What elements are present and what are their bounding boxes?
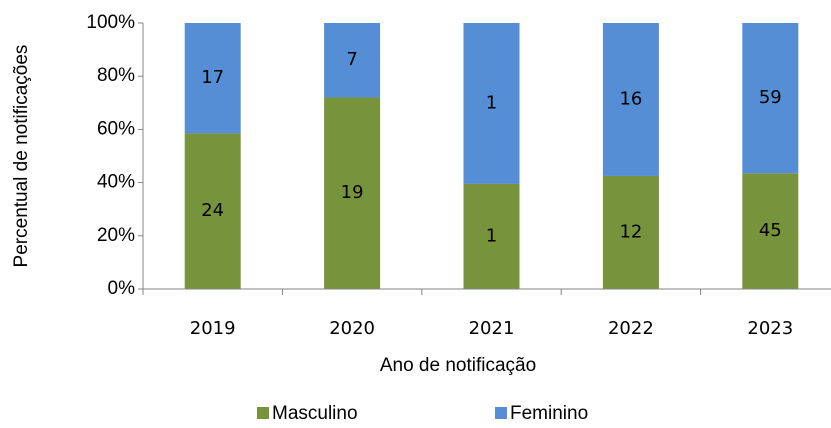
count-label: 17 [201, 67, 224, 88]
x-axis-title: Ano de notificação [380, 355, 536, 376]
bar-segment [184, 133, 241, 289]
bar-segment [463, 23, 520, 184]
legend-swatch [495, 407, 507, 419]
count-label: 19 [341, 182, 364, 203]
y-tick-label: 0% [108, 278, 136, 299]
count-label: 12 [619, 221, 642, 242]
bar-segment [463, 183, 520, 289]
y-axis-title: Percentual de notificações [11, 45, 32, 268]
legend-swatch [257, 407, 269, 419]
count-label: 1 [486, 92, 497, 113]
count-label: 1 [486, 225, 497, 246]
count-label: 24 [201, 200, 224, 221]
legend-label: Masculino [272, 403, 358, 424]
x-tick-label: 2021 [469, 318, 515, 339]
bar-segment [184, 23, 241, 134]
bar-segment [324, 23, 381, 98]
bar-segment [742, 23, 799, 174]
bar-segment [602, 23, 659, 176]
x-tick-label: 2020 [329, 318, 375, 339]
x-tick-label: 2019 [190, 318, 236, 339]
bar-segment [602, 175, 659, 289]
y-tick-label: 60% [97, 118, 135, 139]
count-label: 7 [346, 49, 357, 70]
y-tick-label: 100% [86, 12, 135, 33]
y-tick-label: 20% [97, 225, 135, 246]
count-label: 45 [759, 220, 782, 241]
legend-label: Feminino [510, 403, 588, 424]
count-label: 59 [759, 87, 782, 108]
x-tick-label: 2022 [608, 318, 654, 339]
bar-segment [742, 173, 799, 289]
y-tick-label: 40% [97, 172, 135, 193]
y-tick-label: 80% [97, 65, 135, 86]
bar-segment [324, 97, 381, 289]
x-tick-label: 2023 [747, 318, 793, 339]
count-label: 16 [619, 88, 642, 109]
